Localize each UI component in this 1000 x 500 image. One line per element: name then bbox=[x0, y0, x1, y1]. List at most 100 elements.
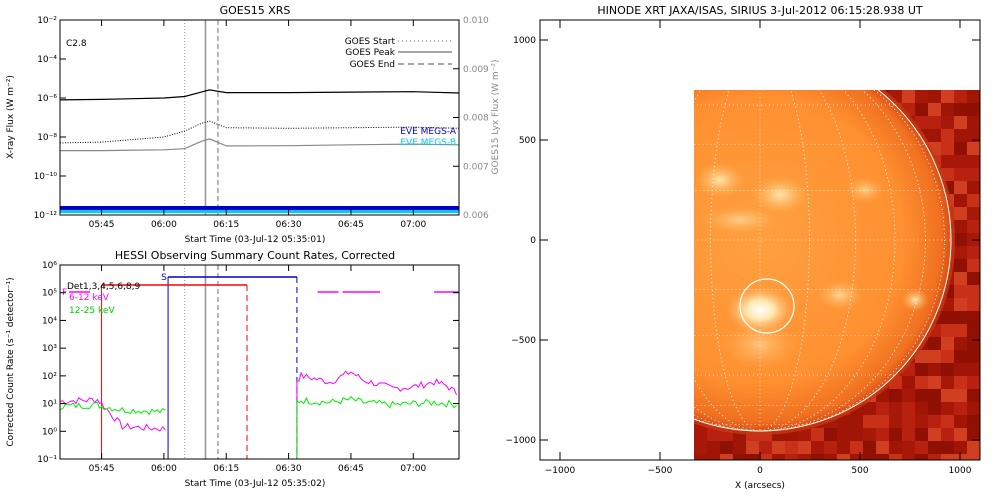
offlimb-block bbox=[928, 428, 941, 441]
offlimb-block bbox=[941, 376, 954, 389]
offlimb-block bbox=[928, 90, 941, 103]
goes-ytick-label-3: 10⁻⁸ bbox=[37, 133, 57, 143]
hessi-series-1-part-0 bbox=[59, 401, 166, 416]
offlimb-block bbox=[915, 402, 928, 415]
grid-lon-135 bbox=[694, 90, 896, 432]
offlimb-block bbox=[967, 129, 980, 142]
offlimb-block bbox=[915, 389, 928, 402]
goes-ytick-right-label-3: 0.007 bbox=[463, 162, 489, 172]
offlimb-block bbox=[876, 454, 889, 460]
offlimb-block bbox=[902, 402, 915, 415]
offlimb-block bbox=[928, 116, 941, 129]
offlimb-block bbox=[941, 90, 954, 103]
offlimb-block bbox=[954, 272, 967, 285]
offlimb-block bbox=[967, 259, 980, 272]
offlimb-block bbox=[798, 454, 811, 460]
offlimb-block bbox=[941, 363, 954, 376]
offlimb-block bbox=[798, 441, 811, 454]
xrt-xtick-label-2: 0 bbox=[757, 466, 763, 476]
offlimb-block bbox=[967, 116, 980, 129]
offlimb-block bbox=[954, 363, 967, 376]
hessi-series-0-part-1 bbox=[296, 370, 457, 396]
offlimb-block bbox=[915, 376, 928, 389]
offlimb-block bbox=[863, 415, 876, 428]
eve-megs-b-label: EVE MEGS-B bbox=[400, 138, 456, 148]
offlimb-block bbox=[967, 311, 980, 324]
offlimb-block bbox=[941, 389, 954, 402]
offlimb-block bbox=[928, 350, 941, 363]
hessi-title: HESSI Observing Summary Count Rates, Cor… bbox=[115, 249, 395, 262]
offlimb-block bbox=[720, 454, 733, 460]
offlimb-block bbox=[954, 90, 967, 103]
hessi-xtick-label-4: 06:45 bbox=[338, 464, 364, 474]
offlimb-block bbox=[928, 402, 941, 415]
goes-legend: GOES Start GOES Peak GOES End bbox=[345, 37, 452, 70]
offlimb-block bbox=[967, 441, 980, 454]
offlimb-block bbox=[967, 389, 980, 402]
offlimb-block bbox=[954, 350, 967, 363]
xrt-xtick-label-3: 500 bbox=[851, 466, 868, 476]
hessi-ytick-label-7: 10⁻¹ bbox=[37, 455, 57, 465]
offlimb-block bbox=[850, 454, 863, 460]
active-region-6 bbox=[901, 288, 929, 312]
offlimb-block bbox=[707, 428, 720, 441]
goes-frame bbox=[59, 19, 460, 216]
offlimb-block bbox=[902, 389, 915, 402]
goes-ylabel-right: GOES15 Lyx Flux (W m⁻²) bbox=[491, 60, 501, 175]
offlimb-block bbox=[954, 441, 967, 454]
goes-ytick-label-4: 10⁻¹⁰ bbox=[34, 172, 58, 182]
active-region-2 bbox=[750, 175, 810, 215]
offlimb-block bbox=[967, 155, 980, 168]
offlimb-block bbox=[785, 441, 798, 454]
offlimb-block bbox=[941, 311, 954, 324]
offlimb-block bbox=[967, 272, 980, 285]
offlimb-block bbox=[720, 441, 733, 454]
xrt-flare-circle bbox=[739, 278, 795, 334]
offlimb-block bbox=[759, 454, 772, 460]
offlimb-block bbox=[941, 337, 954, 350]
offlimb-block bbox=[954, 207, 967, 220]
legend-goes-end: GOES End bbox=[350, 60, 395, 70]
hessi-xtick-label-1: 06:00 bbox=[151, 464, 177, 474]
hessi-legend-12-25: 12-25 keV bbox=[69, 306, 115, 316]
offlimb-block bbox=[785, 454, 798, 460]
offlimb-block bbox=[915, 454, 928, 460]
legend-goes-start: GOES Start bbox=[345, 37, 396, 47]
offlimb-block bbox=[824, 441, 837, 454]
offlimb-block bbox=[941, 428, 954, 441]
offlimb-block bbox=[928, 454, 941, 460]
xrt-limb-circle bbox=[694, 90, 952, 432]
hessi-legend-6-12: 6-12 keV bbox=[69, 293, 110, 303]
offlimb-block bbox=[928, 415, 941, 428]
offlimb-block bbox=[954, 116, 967, 129]
offlimb-block bbox=[941, 324, 954, 337]
goes-ytick-right-label-2: 0.008 bbox=[463, 114, 489, 124]
offlimb-block bbox=[967, 246, 980, 259]
offlimb-block bbox=[772, 441, 785, 454]
offlimb-block bbox=[941, 441, 954, 454]
grid-lon-165 bbox=[694, 90, 945, 432]
offlimb-block bbox=[954, 181, 967, 194]
offlimb-block bbox=[954, 402, 967, 415]
offlimb-block bbox=[837, 428, 850, 441]
hessi-ytick-label-1: 10⁵ bbox=[42, 289, 57, 299]
offlimb-block bbox=[811, 441, 824, 454]
offlimb-block bbox=[850, 428, 863, 441]
hessi-ylabel: Corrected Count Rate (s⁻¹ detector⁻¹) bbox=[6, 277, 16, 446]
xrt-ytick-label-0: −1000 bbox=[506, 436, 537, 446]
goes-xtick-label-2: 06:15 bbox=[213, 220, 239, 230]
offlimb-block bbox=[889, 415, 902, 428]
hessi-xtick-label-0: 05:45 bbox=[89, 464, 115, 474]
offlimb-block bbox=[707, 454, 720, 460]
offlimb-block bbox=[876, 402, 889, 415]
offlimb-block bbox=[967, 454, 980, 460]
hessi-ytick-label-5: 10¹ bbox=[42, 400, 57, 410]
goes-axes: 05:45 06:00 06:15 06:30 06:45 07:00 10⁻² 10⁻⁴ 10… bbox=[34, 16, 489, 230]
offlimb-block bbox=[941, 402, 954, 415]
offlimb-block bbox=[876, 428, 889, 441]
offlimb-block bbox=[824, 428, 837, 441]
offlimb-block bbox=[889, 402, 902, 415]
offlimb-block bbox=[889, 454, 902, 460]
goes-series-2 bbox=[60, 138, 460, 152]
eve-megs-a-label: EVE MEGS-A bbox=[400, 127, 457, 137]
